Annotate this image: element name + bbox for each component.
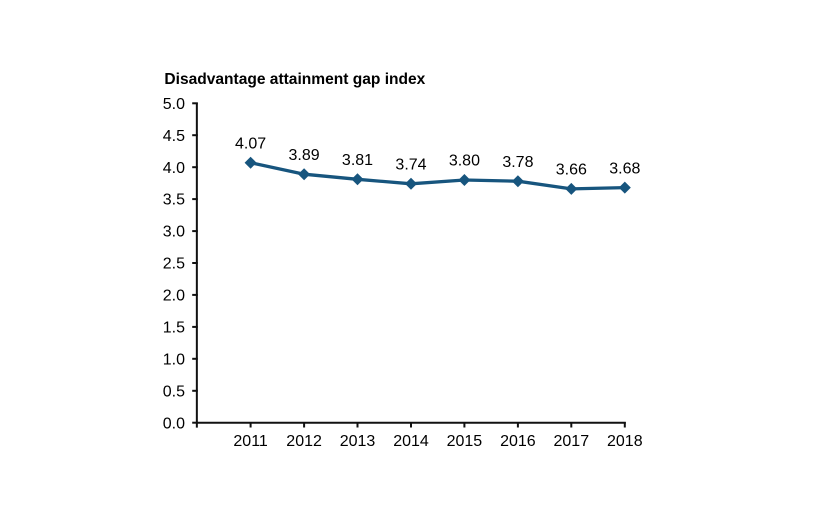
svg-text:3.74: 3.74: [395, 157, 426, 174]
svg-text:2014: 2014: [393, 433, 429, 450]
svg-text:1.0: 1.0: [163, 351, 185, 368]
svg-text:3.5: 3.5: [163, 192, 185, 209]
svg-text:2015: 2015: [447, 433, 483, 450]
svg-text:3.0: 3.0: [163, 224, 185, 241]
svg-text:3.80: 3.80: [449, 153, 480, 170]
svg-text:4.07: 4.07: [235, 135, 266, 152]
svg-text:2013: 2013: [340, 433, 376, 450]
svg-text:2018: 2018: [607, 433, 643, 450]
svg-text:1.5: 1.5: [163, 320, 185, 337]
svg-text:2011: 2011: [233, 433, 268, 450]
svg-text:2012: 2012: [286, 433, 322, 450]
svg-text:5.0: 5.0: [163, 96, 185, 113]
svg-text:2.0: 2.0: [163, 288, 185, 305]
svg-text:4.0: 4.0: [163, 160, 185, 177]
svg-text:3.78: 3.78: [502, 154, 533, 171]
svg-text:4.5: 4.5: [163, 128, 185, 145]
svg-text:Disadvantage attainment gap in: Disadvantage attainment gap index: [164, 71, 425, 88]
svg-text:2016: 2016: [500, 433, 536, 450]
svg-text:0.0: 0.0: [163, 415, 185, 432]
svg-text:2017: 2017: [554, 433, 590, 450]
svg-text:0.5: 0.5: [163, 383, 185, 400]
svg-text:3.66: 3.66: [556, 162, 587, 179]
svg-text:2.5: 2.5: [163, 256, 185, 273]
svg-text:3.81: 3.81: [342, 152, 373, 169]
svg-text:3.89: 3.89: [289, 147, 320, 164]
svg-text:3.68: 3.68: [609, 160, 640, 177]
